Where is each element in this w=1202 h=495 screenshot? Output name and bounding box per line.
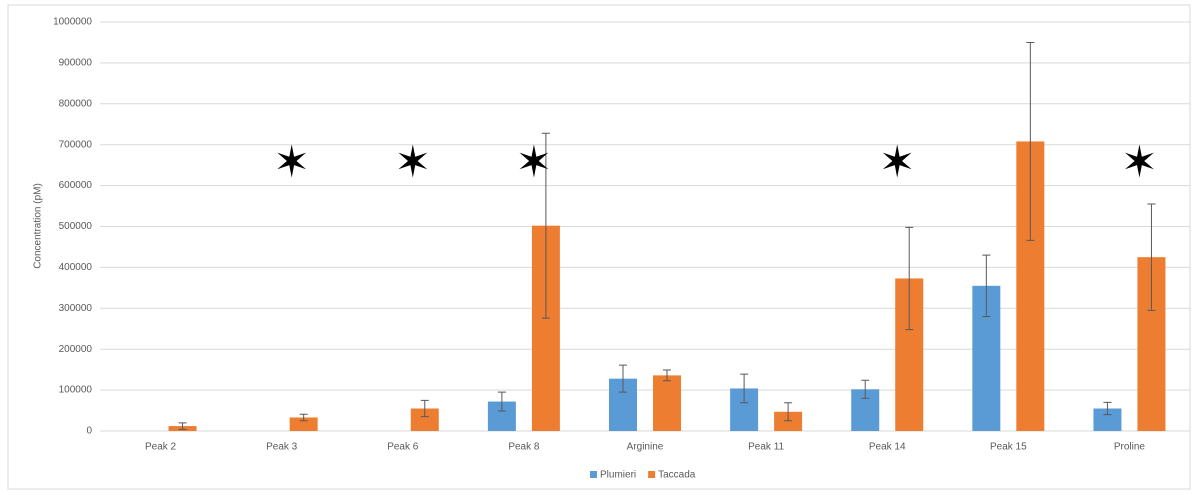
error-bar bbox=[784, 402, 793, 422]
x-tick-label: Peak 14 bbox=[869, 442, 906, 453]
significance-marker: ✶ bbox=[1121, 138, 1158, 187]
y-tick-label: 1000000 bbox=[53, 17, 92, 28]
x-tick-label: Peak 8 bbox=[508, 442, 540, 453]
x-tick-label: Peak 15 bbox=[990, 442, 1027, 453]
significance-marker: ✶ bbox=[879, 138, 916, 187]
bar bbox=[289, 417, 318, 431]
error-bar bbox=[178, 422, 187, 430]
y-axis-label: Concentration (pM) bbox=[33, 183, 44, 269]
y-tick-label: 400000 bbox=[59, 262, 93, 273]
y-tick-label: 0 bbox=[86, 426, 92, 437]
chart-frame bbox=[7, 4, 1191, 490]
y-tick-label: 300000 bbox=[59, 303, 93, 314]
error-bar bbox=[1103, 401, 1112, 416]
significance-marker: ✶ bbox=[394, 138, 431, 187]
x-tick-label: Proline bbox=[1114, 442, 1146, 453]
error-bar bbox=[497, 391, 506, 412]
error-bar bbox=[982, 254, 991, 317]
error-bar bbox=[619, 364, 627, 393]
bar bbox=[410, 408, 439, 431]
y-tick-label: 800000 bbox=[59, 98, 93, 109]
error-bar bbox=[861, 379, 870, 399]
x-tick-label: Peak 6 bbox=[387, 442, 419, 453]
error-bar bbox=[420, 399, 429, 418]
legend-swatch bbox=[590, 471, 597, 478]
error-bar bbox=[1147, 203, 1156, 311]
bar bbox=[774, 411, 803, 431]
x-tick-label: Arginine bbox=[627, 442, 664, 453]
y-tick-label: 500000 bbox=[59, 221, 93, 232]
legend-swatch bbox=[648, 471, 656, 478]
error-bar bbox=[905, 226, 914, 331]
legend-label: Taccada bbox=[658, 470, 696, 481]
error-bar bbox=[740, 373, 749, 404]
error-bar bbox=[1026, 41, 1035, 241]
significance-marker: ✶ bbox=[515, 138, 552, 187]
y-tick-label: 100000 bbox=[59, 385, 93, 396]
y-tick-label: 600000 bbox=[59, 180, 93, 191]
x-tick-label: Peak 3 bbox=[266, 442, 298, 453]
x-tick-label: Peak 11 bbox=[748, 442, 784, 453]
error-bar bbox=[299, 413, 308, 422]
y-tick-label: 700000 bbox=[59, 139, 93, 150]
error-bar bbox=[541, 132, 550, 319]
y-tick-label: 900000 bbox=[59, 58, 93, 69]
y-tick-label: 200000 bbox=[59, 344, 93, 355]
legend-label: Plumieri bbox=[600, 470, 636, 481]
x-tick-label: Peak 2 bbox=[145, 442, 177, 453]
bar bbox=[1093, 408, 1122, 431]
error-bar bbox=[663, 369, 671, 382]
bar bbox=[653, 375, 681, 431]
significance-marker: ✶ bbox=[273, 138, 310, 187]
